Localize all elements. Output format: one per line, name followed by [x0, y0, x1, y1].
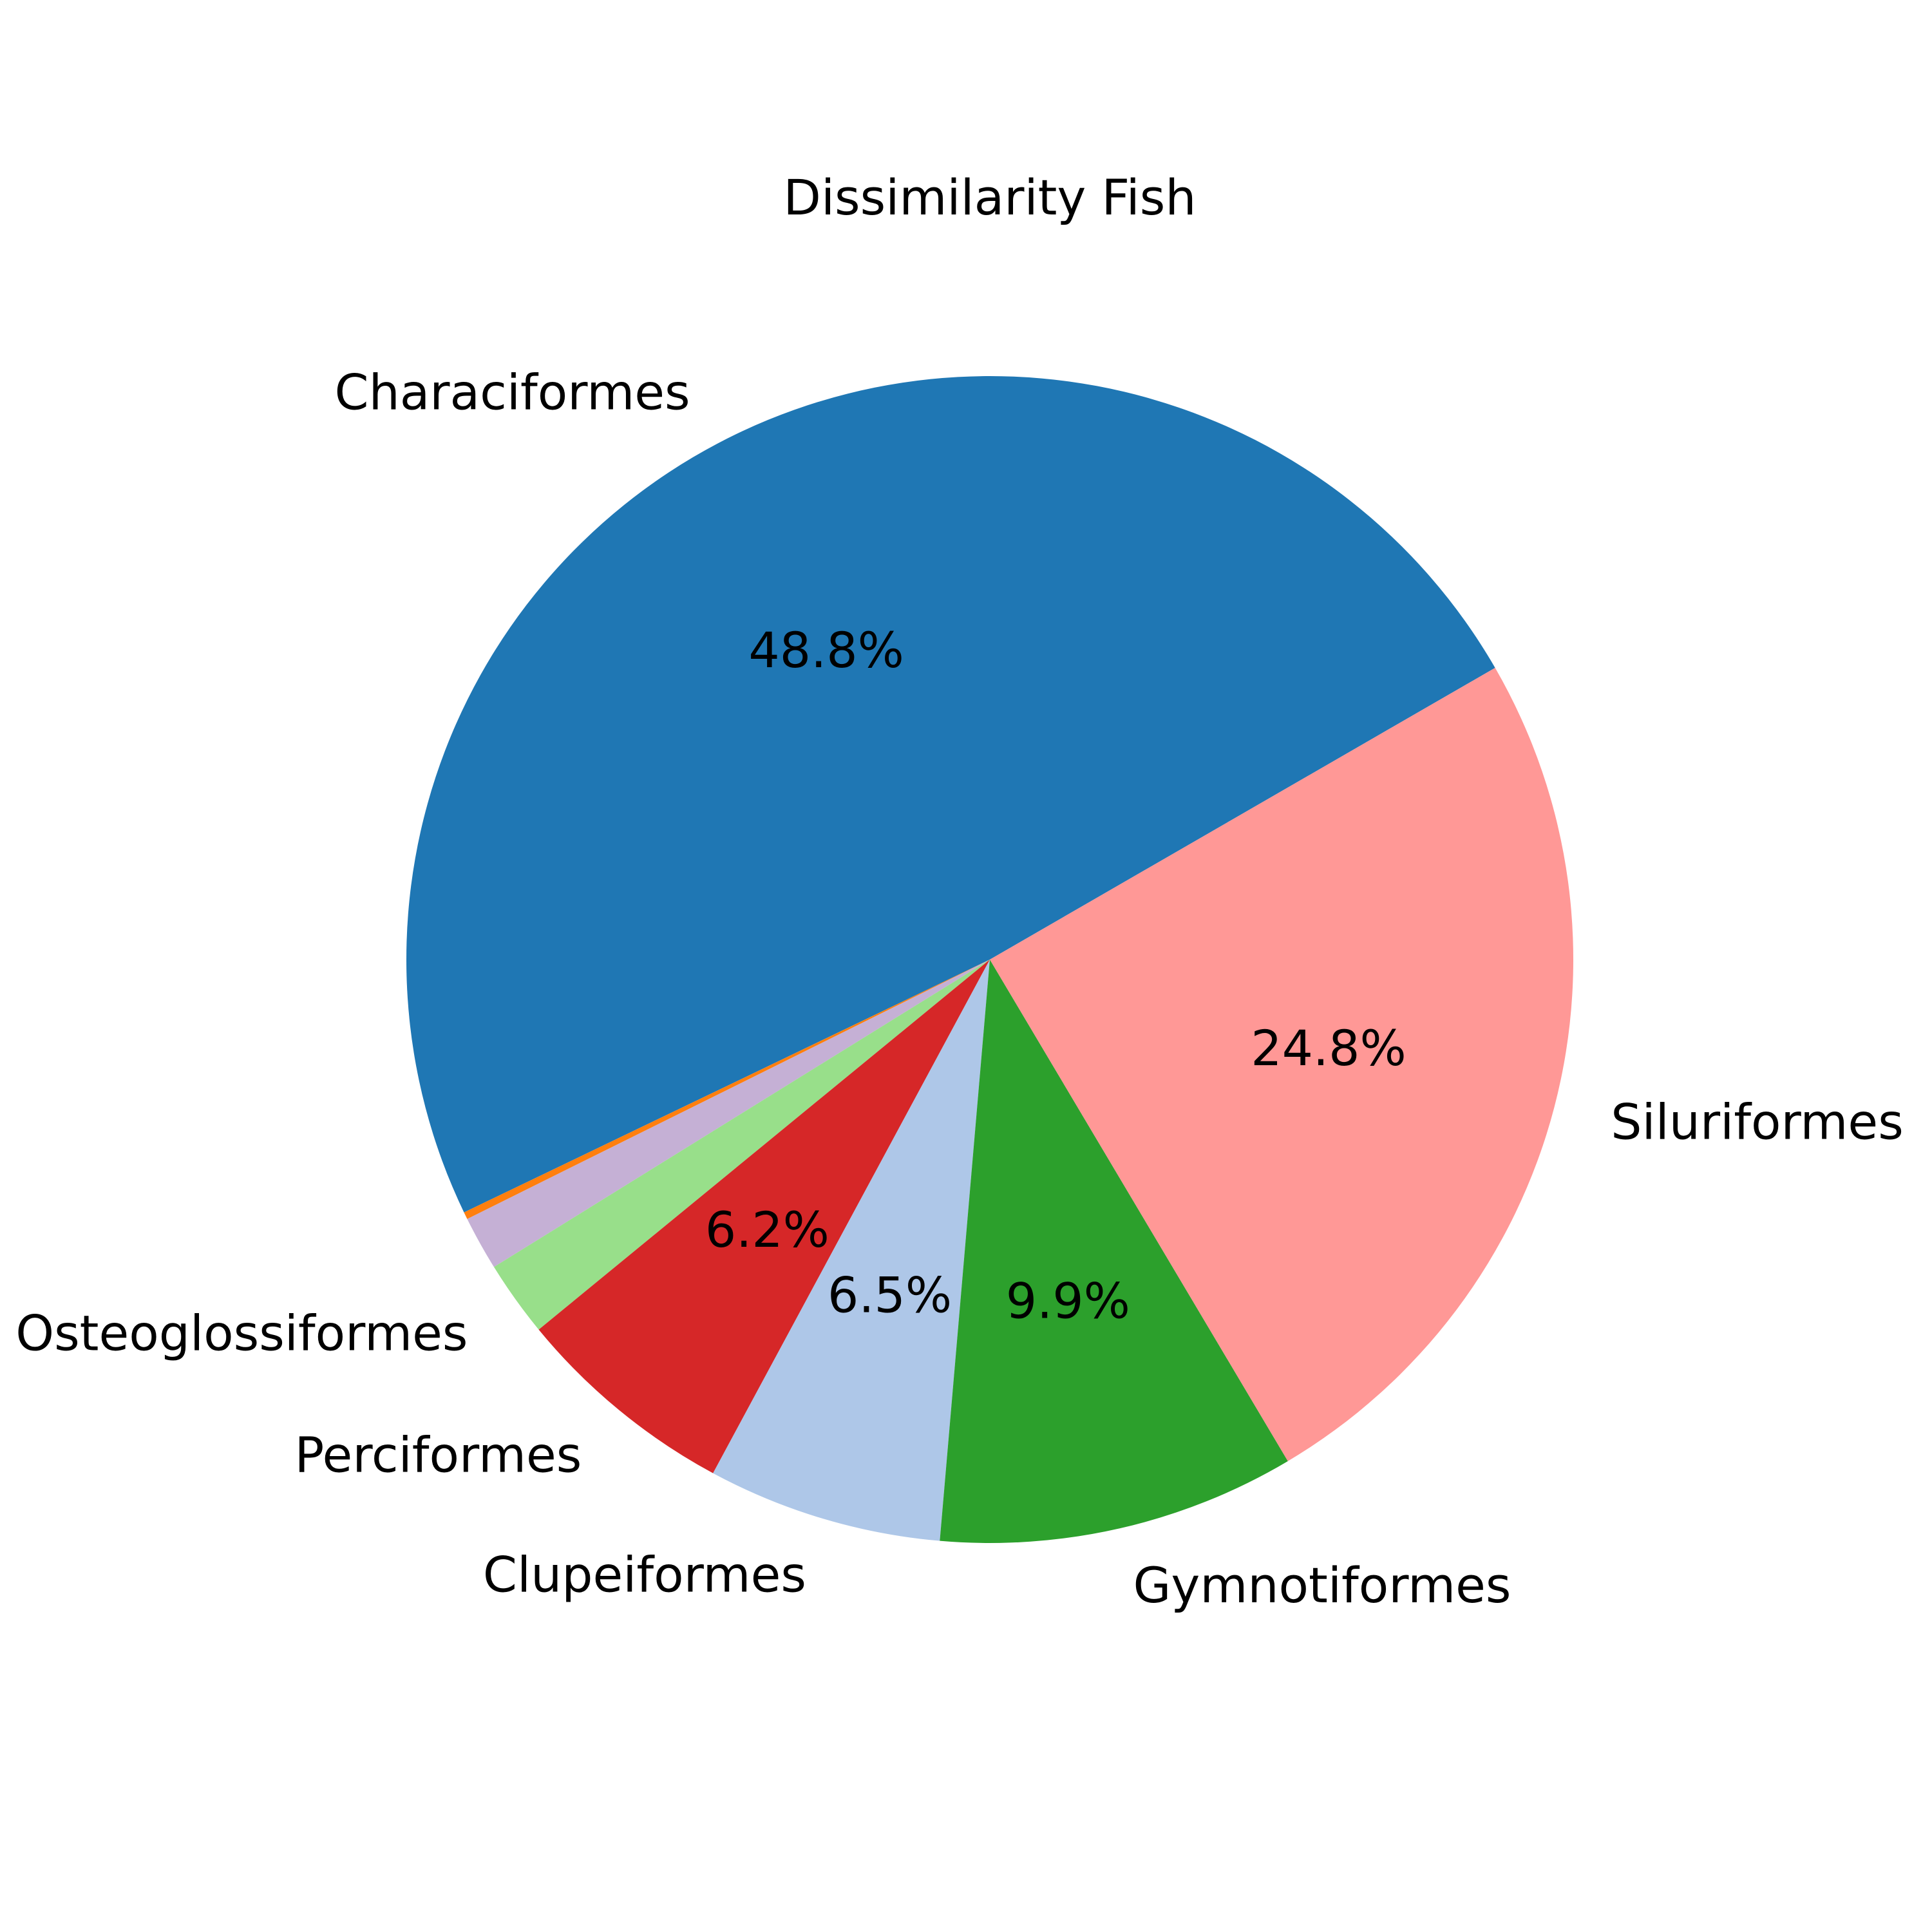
slice-label-gymnotiformes: Gymnotiformes — [1133, 1557, 1511, 1614]
slice-label-perciformes: Perciformes — [294, 1426, 582, 1484]
pct-label-siluriformes: 24.8% — [1251, 1019, 1406, 1077]
pie-slice-clupeiformes — [713, 960, 990, 1541]
slice-label-characiformes: Characiformes — [335, 363, 690, 421]
pie-slice-characiformes — [406, 376, 1495, 1213]
slice-label-clupeiformes: Clupeiformes — [483, 1546, 806, 1603]
pct-label-perciformes: 6.2% — [705, 1201, 829, 1258]
slice-label-siluriformes: Siluriformes — [1611, 1093, 1904, 1150]
pct-label-characiformes: 48.8% — [748, 621, 904, 679]
pie-slice-siluriformes — [990, 668, 1573, 1461]
pie-slice-perciformes — [538, 960, 990, 1473]
pie-slice-unlabeled-1 — [464, 960, 990, 1219]
chart-title: Dissimilarity Fish — [783, 169, 1196, 226]
pie-slice-osteoglossiformes — [493, 960, 990, 1330]
slice-label-osteoglossiformes: Osteoglossiformes — [15, 1304, 468, 1361]
pie-slices — [406, 376, 1573, 1544]
pie-labels: Characiformes 48.8% Osteoglossiformes Perci… — [15, 363, 1904, 1614]
pie-slice-gymnotiformes — [940, 960, 1288, 1544]
pie-slice-unlabeled-2 — [467, 960, 990, 1267]
pct-label-gymnotiformes: 9.9% — [1006, 1272, 1130, 1329]
pct-label-clupeiformes: 6.5% — [828, 1266, 952, 1323]
